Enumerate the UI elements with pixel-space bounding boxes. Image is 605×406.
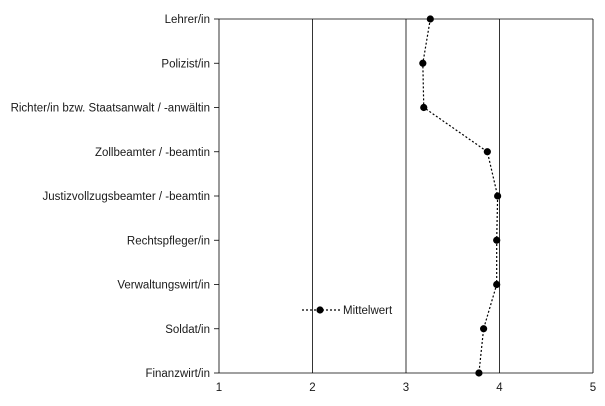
series-layer [419, 15, 502, 377]
category-label: Lehrer/in [165, 14, 210, 26]
data-point [475, 369, 483, 377]
axis-layer [214, 18, 593, 374]
legend-marker [316, 306, 324, 314]
category-label: Richter/in bzw. Staatsanwalt / -anwältin [11, 103, 210, 115]
x-tick-label: 1 [216, 382, 222, 394]
x-tick-label: 3 [403, 382, 409, 394]
data-point [426, 15, 434, 23]
label-layer: 1 2 3 4 5 Lehrer/in Polizist/in Richter/in bzw.… [11, 14, 597, 394]
category-label: Rechtspfleger/in [127, 235, 210, 247]
data-point [419, 59, 427, 67]
category-label: Verwaltungswirt/in [117, 280, 210, 292]
grid-layer [218, 19, 594, 373]
x-tick-label: 5 [590, 382, 596, 394]
x-tick-label: 4 [496, 382, 503, 394]
data-point [480, 325, 488, 333]
category-label: Finanzwirt/in [145, 368, 210, 380]
category-label: Justizvollzugsbeamter / -beamtin [43, 191, 210, 203]
legend-label: Mittelwert [343, 305, 393, 317]
data-point [493, 236, 501, 244]
x-tick-label: 2 [309, 382, 315, 394]
series-line [422, 18, 499, 374]
category-label: Polizist/in [161, 58, 210, 70]
category-label: Zollbeamter / -beamtin [95, 147, 210, 159]
data-point [420, 103, 428, 112]
data-point [483, 148, 491, 156]
data-point [493, 280, 501, 289]
category-label: Soldat/in [165, 324, 210, 336]
legend: Mittelwert [302, 305, 393, 317]
data-point [494, 192, 502, 200]
